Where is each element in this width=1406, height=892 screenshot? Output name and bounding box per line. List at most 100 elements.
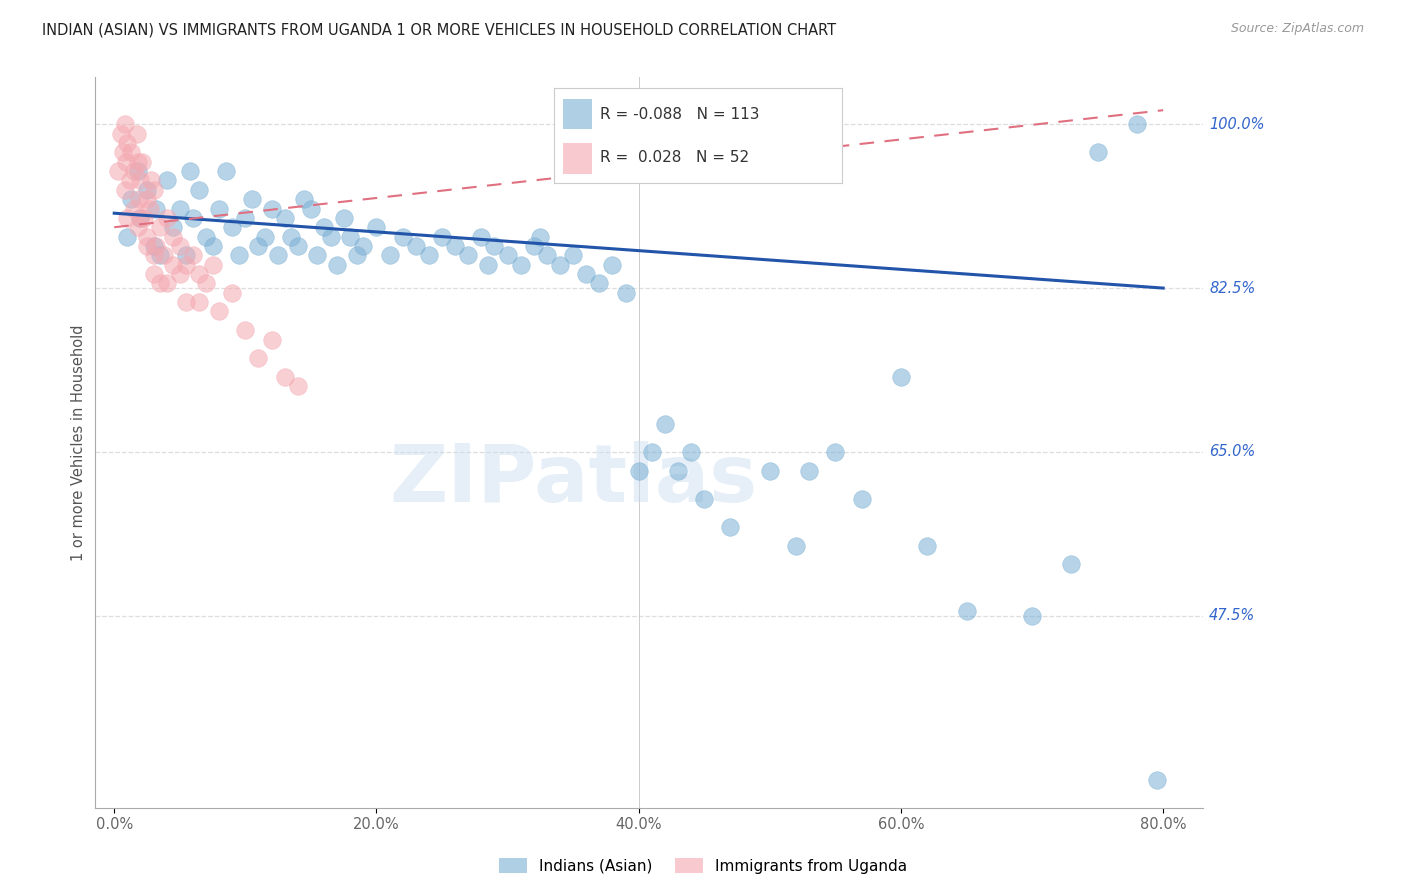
Point [614,285,637,300]
Point [405,239,427,253]
Point [129,211,152,225]
Point [280,229,302,244]
Point [339,229,361,244]
Point [693,491,716,506]
Point [484,239,506,253]
Point [378,248,401,262]
Point [129,211,152,225]
Point [785,539,807,553]
Point [118,173,141,187]
Point [156,277,179,291]
Point [128,192,150,206]
Point [509,258,531,272]
Text: 65.0%: 65.0% [1209,444,1256,459]
Point [240,192,263,206]
Point [247,239,270,253]
Point [346,248,368,262]
Point [1060,558,1083,572]
Text: ZIPatlas: ZIPatlas [389,441,758,519]
Point [188,295,211,310]
Point [641,445,664,459]
Point [418,248,440,262]
Point [890,370,912,384]
Point [352,239,374,253]
Point [312,220,335,235]
Point [156,173,179,187]
Point [139,173,162,187]
Point [201,239,224,253]
Text: 100.0%: 100.0% [1209,117,1264,132]
Point [221,285,243,300]
Point [955,604,977,618]
Text: 82.5%: 82.5% [1209,281,1256,295]
Point [575,267,598,281]
Point [188,183,211,197]
Point [169,239,191,253]
Point [188,267,211,281]
Point [759,464,782,478]
Point [176,295,198,310]
Point [156,211,179,225]
Text: 47.5%: 47.5% [1209,608,1256,624]
Point [681,445,703,459]
Point [326,258,349,272]
Point [153,248,176,262]
Point [299,202,322,216]
Point [136,183,159,197]
Point [851,491,873,506]
Point [273,370,295,384]
Point [142,183,165,197]
Point [117,229,139,244]
Point [247,351,270,366]
Point [142,239,165,253]
Point [253,229,276,244]
Point [162,220,184,235]
Point [149,248,172,262]
Point [457,248,479,262]
Point [260,333,283,347]
Point [117,211,139,225]
Point [287,379,309,393]
Point [1146,772,1168,787]
Point [654,417,676,431]
Point [195,277,218,291]
Point [110,127,132,141]
Point [149,277,172,291]
Point [208,202,231,216]
Point [129,173,152,187]
Point [181,248,204,262]
Point [366,220,388,235]
Point [107,164,129,178]
Point [169,202,191,216]
Point [136,192,159,206]
Point [332,211,354,225]
Point [162,258,184,272]
Y-axis label: 1 or more Vehicles in Household: 1 or more Vehicles in Household [72,325,86,561]
Point [127,154,149,169]
Point [142,248,165,262]
Point [307,248,329,262]
Point [136,229,159,244]
Point [666,464,689,478]
Point [122,164,145,178]
Point [720,520,742,534]
Point [112,145,135,160]
Point [127,164,149,178]
Point [562,248,585,262]
Point [548,258,571,272]
Point [162,229,184,244]
Point [523,239,546,253]
Text: INDIAN (ASIAN) VS IMMIGRANTS FROM UGANDA 1 OR MORE VEHICLES IN HOUSEHOLD CORRELA: INDIAN (ASIAN) VS IMMIGRANTS FROM UGANDA… [42,22,837,37]
Point [117,136,139,150]
Point [221,220,243,235]
Point [292,192,315,206]
Point [391,229,413,244]
Point [120,145,142,160]
Point [145,239,167,253]
Point [136,239,159,253]
Point [138,202,160,216]
Point [127,220,149,235]
Point [169,267,191,281]
Text: Source: ZipAtlas.com: Source: ZipAtlas.com [1230,22,1364,36]
Point [122,202,145,216]
